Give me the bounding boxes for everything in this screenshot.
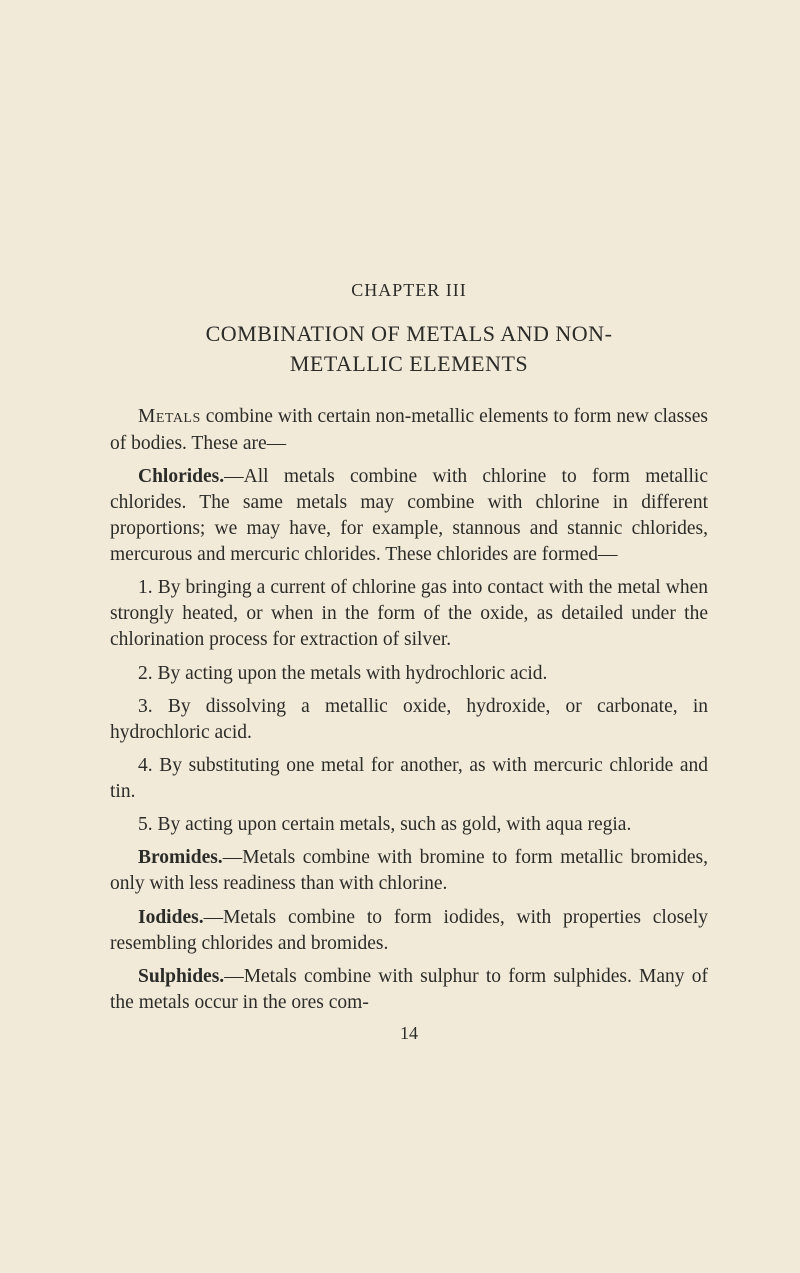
- iodides-paragraph: Iodides.—Metals combine to form iodides,…: [110, 905, 708, 957]
- chlorides-heading: Chlorides.: [138, 466, 224, 487]
- chapter-title-line2: METALLIC ELEMENTS: [290, 351, 528, 376]
- list-item-2: 2. By acting upon the metals with hydroc…: [110, 661, 708, 687]
- chlorides-paragraph: Chlorides.—All metals combine with chlor…: [110, 464, 708, 569]
- list-item-3: 3. By dissolving a metallic oxide, hydro…: [110, 694, 708, 746]
- chapter-label: CHAPTER III: [110, 280, 708, 301]
- list-item-4: 4. By substituting one metal for another…: [110, 753, 708, 805]
- chapter-title: COMBINATION OF METALS AND NON- METALLIC …: [110, 319, 708, 378]
- list-item-1: 1. By bringing a current of chlorine gas…: [110, 575, 708, 653]
- sulphides-paragraph: Sulphides.—Metals combine with sulphur t…: [110, 964, 708, 1016]
- list-item-5: 5. By acting upon certain metals, such a…: [110, 812, 708, 838]
- intro-lead-smallcaps: Metals: [138, 406, 201, 427]
- page-number: 14: [110, 1023, 708, 1044]
- bromides-paragraph: Bromides.—Metals combine with bromine to…: [110, 845, 708, 897]
- chapter-title-line1: COMBINATION OF METALS AND NON-: [206, 321, 613, 346]
- sulphides-heading: Sulphides.: [138, 966, 224, 987]
- page: CHAPTER III COMBINATION OF METALS AND NO…: [0, 0, 800, 1084]
- bromides-heading: Bromides.: [138, 847, 223, 868]
- intro-paragraph: Metals combine with certain non-metallic…: [110, 404, 708, 456]
- iodides-heading: Iodides.: [138, 907, 204, 928]
